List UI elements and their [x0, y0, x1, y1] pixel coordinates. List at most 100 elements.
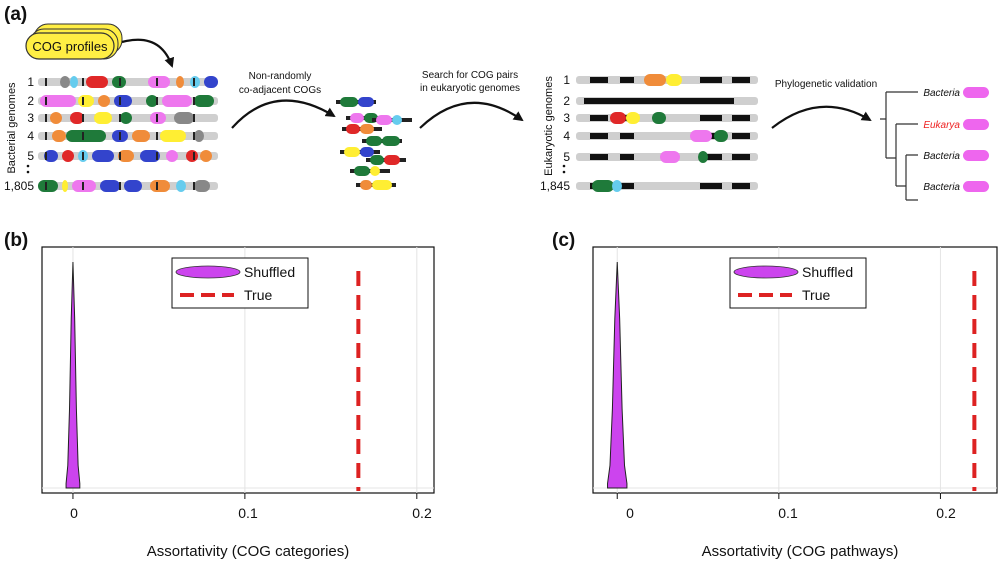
panel-b-shuffled-density	[65, 261, 81, 489]
row-ellipsis-dot	[26, 170, 30, 174]
gene-separator	[82, 152, 84, 160]
pair-gene	[372, 180, 392, 190]
eukaryotic-segment	[700, 115, 722, 121]
row-ellipsis-dot	[26, 164, 30, 168]
bacterial-gene	[186, 150, 198, 162]
bacterial-gene	[146, 95, 158, 107]
step1-arrow	[231, 99, 336, 129]
bacterial-gene	[38, 180, 58, 192]
bacterial-gene	[160, 130, 186, 142]
panel-a-label: (a)	[4, 4, 27, 25]
cog-profiles-badge: COG profiles	[25, 23, 123, 60]
bacterial-gene	[92, 150, 114, 162]
tree-leaf-eukarya: Eukarya	[923, 120, 960, 131]
panel-c-legend-shuffled: Shuffled	[802, 264, 853, 280]
panel-b-x-axis-label: Assortativity (COG categories)	[147, 543, 350, 560]
gene-separator	[193, 152, 195, 160]
bacterial-gene	[70, 112, 84, 124]
gene-separator	[156, 78, 158, 86]
gene-separator	[193, 182, 195, 190]
gene-separator	[119, 114, 121, 122]
panel-b-plot-frame	[41, 246, 435, 494]
pair-gene	[370, 155, 384, 165]
panel-b-label: (b)	[4, 230, 28, 251]
row-ellipsis-dot	[562, 164, 566, 168]
gene-separator	[119, 182, 121, 190]
gene-separator	[119, 132, 121, 140]
bacterial-gene	[132, 130, 150, 142]
gene-separator	[156, 132, 158, 140]
bacterial-gene	[176, 76, 184, 88]
gene-separator	[82, 132, 84, 140]
bacterial-gene	[78, 95, 94, 107]
eukaryotic-segment	[732, 133, 750, 139]
panel-b-legend-shuffled: Shuffled	[244, 264, 295, 280]
eukaryotic-row-label: 4	[563, 129, 570, 143]
gene-separator	[45, 97, 47, 105]
eukaryotic-segment	[732, 115, 750, 121]
bacterial-gene	[204, 76, 218, 88]
eukaryotic-segment	[732, 77, 750, 83]
gene-separator	[156, 152, 158, 160]
eukaryotic-gene	[652, 112, 666, 124]
eukaryotic-gene	[592, 180, 614, 192]
bacterial-row-label: 5	[27, 149, 34, 163]
tree-leaf-marker-1	[963, 87, 989, 98]
bacterial-gene	[194, 130, 204, 142]
panel-b-legend: Shuffled True	[171, 257, 309, 309]
eukaryotic-gene	[714, 130, 728, 142]
bacterial-gene	[118, 150, 134, 162]
gene-separator	[193, 114, 195, 122]
gene-separator	[156, 97, 158, 105]
bacterial-gene	[166, 150, 178, 162]
eukaryotic-segment	[620, 154, 634, 160]
pair-gene	[370, 166, 380, 176]
panel-b-plot	[42, 247, 434, 499]
eukaryotic-gene	[690, 130, 712, 142]
gene-separator	[156, 182, 158, 190]
eukaryotic-segment	[700, 183, 722, 189]
panel-c: (c) Shuffled True 0 0.1 0.2 Assortativit…	[552, 230, 998, 560]
bacterial-row-label: 3	[27, 111, 34, 125]
step2-label-line1: Search for COG pairs	[422, 70, 518, 81]
eukaryotic-segment	[590, 154, 608, 160]
pair-gene	[376, 115, 392, 125]
gene-separator	[45, 132, 47, 140]
gene-separator	[82, 182, 84, 190]
bacterial-gene	[140, 150, 160, 162]
tree-leaf-marker-4	[963, 181, 989, 192]
bacterial-row-label: 4	[27, 129, 34, 143]
gene-separator	[45, 182, 47, 190]
panel-c-x-axis-label: Assortativity (COG pathways)	[702, 543, 899, 560]
bacterial-gene	[44, 150, 58, 162]
bacterial-gene	[70, 76, 78, 88]
bacterial-gene	[176, 180, 186, 192]
panel-c-legend: Shuffled True	[729, 257, 867, 309]
gene-separator	[45, 114, 47, 122]
panel-c-legend-true: True	[802, 287, 830, 303]
bacterial-gene	[62, 150, 74, 162]
pair-gene	[340, 97, 358, 107]
gene-separator	[119, 78, 121, 86]
gene-separator	[45, 152, 47, 160]
bacterial-gene	[40, 95, 76, 107]
gene-separator	[119, 97, 121, 105]
bacterial-gene	[62, 180, 68, 192]
gene-separator	[82, 114, 84, 122]
eukaryotic-gene	[644, 74, 666, 86]
cog-profiles-label: COG profiles	[32, 39, 108, 54]
eukaryotic-row-label: 3	[563, 111, 570, 125]
gene-separator	[45, 78, 47, 86]
gene-separator	[82, 78, 84, 86]
bacterial-gene	[174, 112, 194, 124]
bacterial-gene	[60, 76, 70, 88]
eukaryotic-gene	[666, 74, 682, 86]
pair-gene	[392, 115, 402, 125]
eukaryotic-gene	[626, 112, 640, 124]
row-ellipsis-dot	[562, 170, 566, 174]
co-adjacent-cog-pairs	[336, 97, 412, 190]
bacterial-gene	[94, 112, 112, 124]
bacterial-gene	[50, 112, 62, 124]
tree-leaf-bacteria-3: Bacteria	[923, 182, 960, 193]
